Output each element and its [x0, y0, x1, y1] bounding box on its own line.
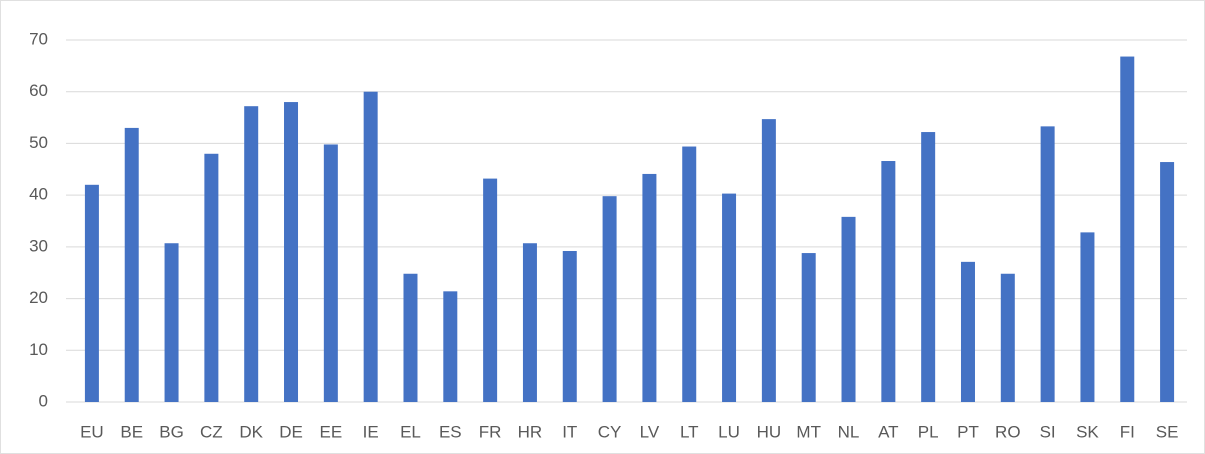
x-tick-label: IT: [562, 422, 577, 441]
y-tick-label: 70: [29, 29, 48, 48]
x-tick-label: AT: [878, 422, 898, 441]
x-tick-label: DK: [239, 422, 263, 441]
bar: [1120, 56, 1135, 402]
bar: [124, 127, 139, 403]
y-tick-label: 10: [29, 340, 48, 359]
x-tick-label: LV: [640, 422, 660, 441]
bar: [1040, 126, 1055, 402]
bar: [881, 161, 896, 402]
bar: [562, 250, 577, 402]
bar: [682, 146, 697, 402]
bar: [84, 184, 99, 402]
bar: [363, 91, 378, 402]
x-tick-label: RO: [995, 422, 1021, 441]
x-tick-label: EU: [80, 422, 104, 441]
y-tick-label: 40: [29, 185, 48, 204]
x-tick-label: EL: [400, 422, 421, 441]
x-tick-label: DE: [279, 422, 303, 441]
x-tick-label: LU: [718, 422, 740, 441]
bar: [1000, 273, 1015, 402]
bar: [642, 173, 657, 402]
y-tick-label: 50: [29, 133, 48, 152]
x-tick-label: PT: [957, 422, 979, 441]
bar: [244, 106, 259, 403]
x-tick-label: FI: [1120, 422, 1135, 441]
x-tick-label: BE: [120, 422, 143, 441]
x-tick-label: LT: [680, 422, 699, 441]
x-tick-label: MT: [796, 422, 821, 441]
bar: [483, 178, 498, 402]
bar: [921, 132, 936, 402]
x-tick-label: NL: [838, 422, 860, 441]
y-tick-label: 30: [29, 236, 48, 255]
bar: [1160, 162, 1175, 402]
bar: [761, 119, 776, 402]
bar: [522, 243, 537, 402]
bar: [443, 291, 458, 402]
bar: [960, 261, 975, 402]
bar: [204, 153, 219, 402]
y-tick-label: 0: [39, 391, 48, 410]
x-tick-label: HR: [518, 422, 543, 441]
x-tick-label: SI: [1040, 422, 1056, 441]
x-tick-label: BG: [159, 422, 184, 441]
bar: [722, 193, 737, 402]
bar: [284, 102, 299, 403]
x-tick-label: SK: [1076, 422, 1099, 441]
x-tick-label: ES: [439, 422, 462, 441]
bar: [801, 253, 816, 402]
x-tick-label: IE: [363, 422, 379, 441]
x-tick-label: HU: [757, 422, 782, 441]
x-tick-label: EE: [319, 422, 342, 441]
x-tick-label: FR: [479, 422, 502, 441]
bar: [1080, 232, 1095, 402]
bar: [602, 196, 617, 402]
x-tick-label: CZ: [200, 422, 223, 441]
y-tick-label: 60: [29, 81, 48, 100]
x-tick-label: PL: [918, 422, 939, 441]
x-tick-label: SE: [1156, 422, 1179, 441]
bar: [323, 144, 338, 402]
bar: [164, 243, 179, 402]
y-tick-label: 20: [29, 288, 48, 307]
bar: [403, 273, 418, 402]
x-tick-label: CY: [598, 422, 622, 441]
bar: [841, 216, 856, 402]
